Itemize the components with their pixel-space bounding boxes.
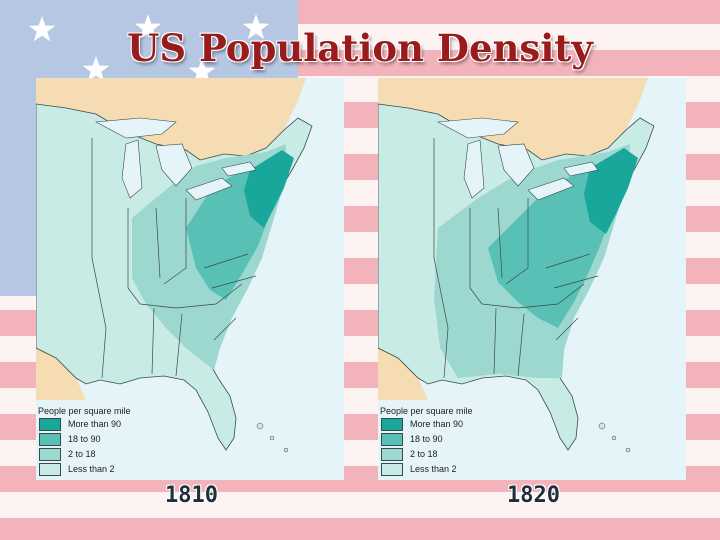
legend-label: 18 to 90 [68,434,101,444]
legend-item: Less than 2 [38,463,166,476]
legend-swatch [39,448,61,461]
mexico-land [378,348,428,400]
legend-swatch [39,418,61,431]
map-1810-graphic [36,78,344,480]
star-icon [28,14,270,84]
legend-swatch [381,418,403,431]
legend-label: Less than 2 [68,464,115,474]
canada-land [36,78,306,160]
legend-swatch [381,433,403,446]
legend-item: More than 90 [38,418,166,431]
legend-title: People per square mile [38,406,131,416]
legend-item: 18 to 90 [380,433,508,446]
mexico-land [36,348,86,400]
state-borders [91,138,257,379]
year-label-1810: 1810 [165,483,218,508]
legend-label: 2 to 18 [410,449,438,459]
density-more-than-90 [244,150,294,228]
legend-label: More than 90 [68,419,122,429]
legend-swatch [381,463,403,476]
legend-item: More than 90 [380,418,508,431]
canada-land [378,78,648,160]
map-1820-graphic [378,78,686,480]
legend-swatch [39,463,61,476]
legend-label: Less than 2 [410,464,457,474]
map-islands [256,422,289,453]
legend-1810: People per square mile More than 90 18 t… [38,404,166,480]
great-lakes [94,117,257,201]
legend-label: 18 to 90 [410,434,443,444]
legend-item: 2 to 18 [38,448,166,461]
map-islands [598,422,631,453]
map-1810: People per square mile More than 90 18 t… [36,78,344,480]
state-borders [433,138,599,379]
legend-item: Less than 2 [380,463,508,476]
map-1820: People per square mile More than 90 18 t… [378,78,686,480]
legend-item: 18 to 90 [38,433,166,446]
legend-label: 2 to 18 [68,449,96,459]
page-title: US Population Density [127,26,593,70]
year-label-1820: 1820 [507,483,560,508]
legend-1820: People per square mile More than 90 18 t… [380,404,508,480]
legend-label: More than 90 [410,419,464,429]
great-lakes [436,117,599,201]
legend-item: 2 to 18 [380,448,508,461]
legend-title: People per square mile [380,406,473,416]
legend-swatch [381,448,403,461]
legend-swatch [39,433,61,446]
